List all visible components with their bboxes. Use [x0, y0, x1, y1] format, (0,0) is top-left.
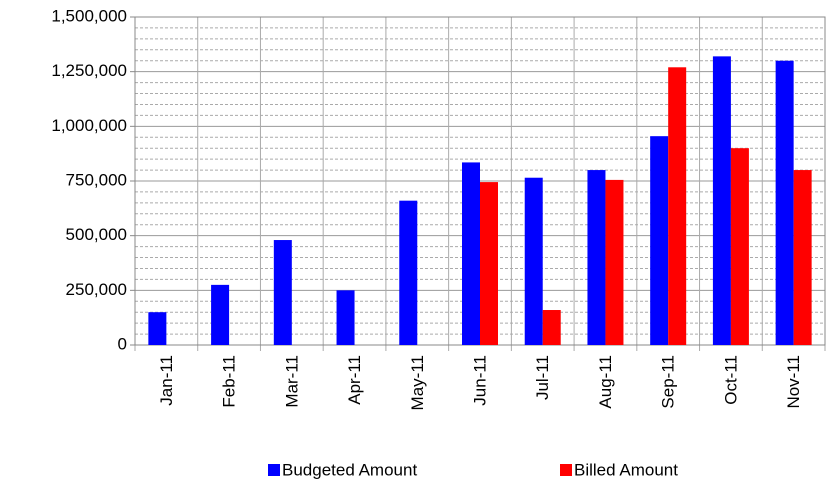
x-tick-label: Mar-11: [282, 355, 301, 408]
x-tick-label: Nov-11: [784, 355, 803, 409]
bar: [462, 162, 480, 345]
x-tick-label: Feb-11: [220, 355, 239, 408]
x-tick-label: Jan-11: [157, 355, 176, 406]
x-tick-label: Aug-11: [596, 355, 615, 409]
bar: [480, 182, 498, 345]
y-tick-label: 1,250,000: [51, 61, 127, 80]
bar: [775, 60, 794, 345]
y-tick-label: 0: [118, 334, 127, 353]
legend-swatch: [560, 464, 572, 476]
legend-label: Billed Amount: [574, 460, 678, 479]
bar: [211, 284, 230, 345]
y-tick-label: 1,500,000: [51, 6, 127, 25]
x-tick-label: May-11: [408, 355, 427, 410]
y-tick-label: 750,000: [66, 170, 127, 189]
bar: [793, 170, 812, 345]
x-tick-label: Sep-11: [659, 355, 678, 409]
bar: [587, 170, 606, 345]
bar: [730, 148, 749, 345]
y-tick-label: 250,000: [66, 280, 127, 299]
bar: [336, 290, 355, 345]
x-tick-label: Jul-11: [533, 355, 552, 400]
bar: [399, 200, 418, 345]
bar: [668, 67, 687, 345]
x-tick-label: Oct-11: [721, 355, 740, 405]
y-tick-label: 1,000,000: [51, 116, 127, 135]
bar: [542, 310, 561, 345]
legend-swatch: [268, 464, 280, 476]
bar: [148, 312, 167, 345]
x-tick-label: Apr-11: [345, 355, 364, 405]
bar: [650, 136, 669, 345]
x-tick-label: Jun-11: [470, 355, 489, 406]
bar: [273, 240, 292, 345]
bar: [524, 177, 543, 345]
bar: [712, 56, 731, 346]
bar: [605, 179, 624, 345]
legend-label: Budgeted Amount: [282, 460, 417, 479]
y-tick-label: 500,000: [66, 225, 127, 244]
